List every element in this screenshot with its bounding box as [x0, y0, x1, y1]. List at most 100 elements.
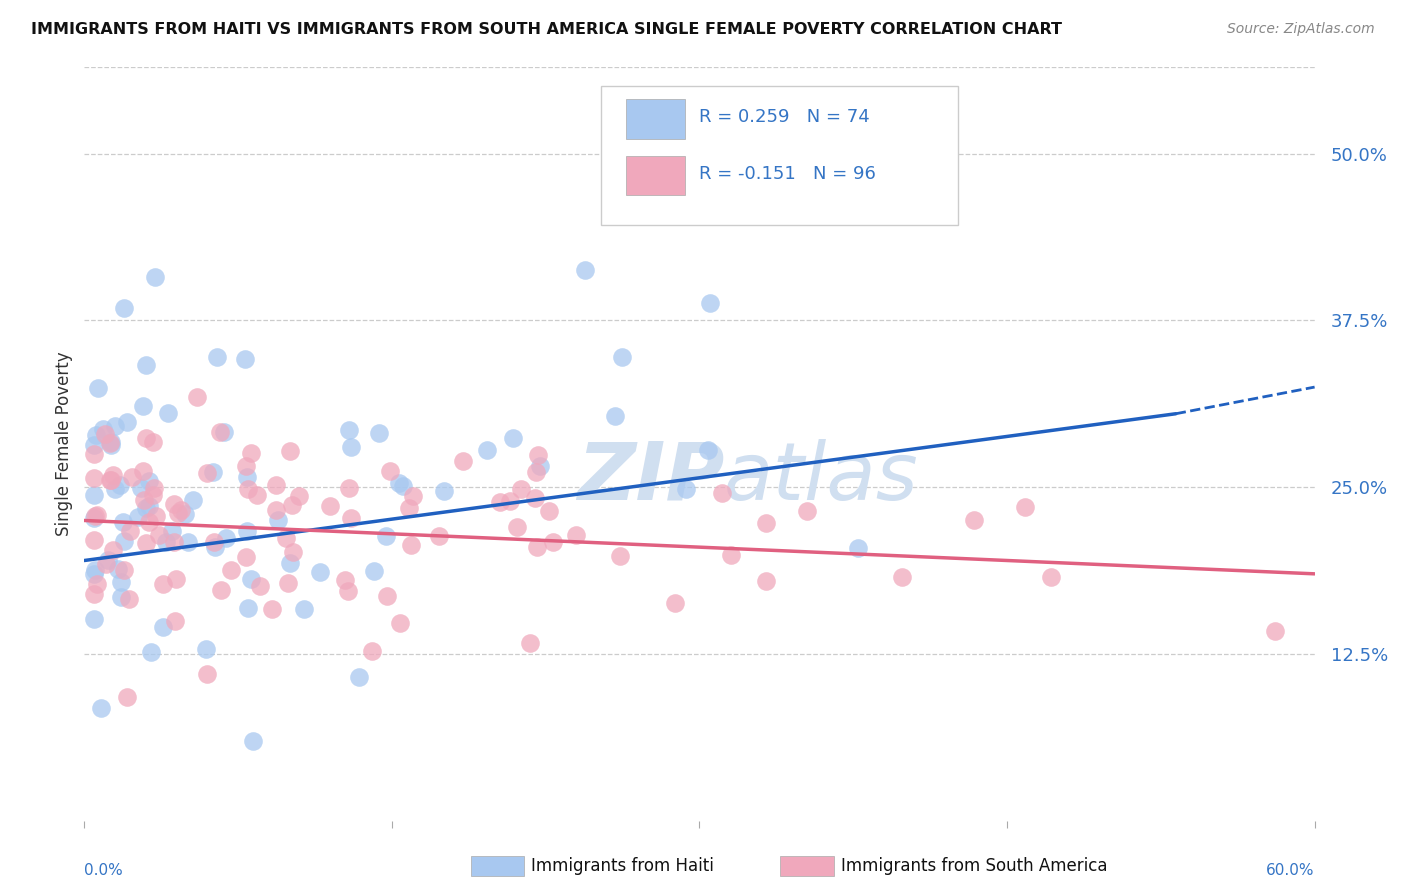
- Point: [214, 531, 236, 545]
- Point: [84, 563, 107, 577]
- Point: [212, 425, 235, 440]
- Point: [260, 601, 283, 615]
- Point: [112, 533, 135, 548]
- Point: [565, 528, 588, 542]
- Text: ZIP: ZIP: [576, 439, 724, 516]
- Point: [280, 498, 302, 512]
- Point: [170, 502, 193, 516]
- Point: [138, 515, 160, 529]
- Point: [319, 499, 342, 513]
- Point: [524, 465, 547, 479]
- Point: [755, 574, 778, 588]
- FancyBboxPatch shape: [626, 99, 685, 138]
- Point: [502, 431, 524, 445]
- Point: [86, 577, 108, 591]
- Point: [143, 269, 166, 284]
- Point: [86, 428, 108, 442]
- Point: [98, 436, 121, 450]
- Point: [108, 478, 131, 492]
- Point: [174, 507, 197, 521]
- Point: [337, 584, 360, 599]
- Point: [246, 488, 269, 502]
- Point: [101, 543, 124, 558]
- Point: [233, 352, 256, 367]
- Point: [195, 666, 218, 681]
- Point: [100, 438, 122, 452]
- Point: [266, 503, 288, 517]
- Point: [527, 448, 550, 462]
- Point: [278, 556, 301, 570]
- Point: [166, 506, 188, 520]
- Point: [110, 591, 132, 605]
- Point: [142, 488, 165, 502]
- Point: [720, 548, 742, 562]
- Point: [115, 415, 138, 429]
- Point: [112, 301, 135, 315]
- Text: Source: ZipAtlas.com: Source: ZipAtlas.com: [1227, 22, 1375, 37]
- Point: [796, 504, 818, 518]
- Point: [398, 501, 420, 516]
- Point: [142, 434, 165, 449]
- Text: IMMIGRANTS FROM HAITI VS IMMIGRANTS FROM SOUTH AMERICA SINGLE FEMALE POVERTY COR: IMMIGRANTS FROM HAITI VS IMMIGRANTS FROM…: [31, 22, 1062, 37]
- Point: [138, 500, 160, 514]
- Text: R = -0.151   N = 96: R = -0.151 N = 96: [700, 165, 876, 183]
- Point: [94, 557, 117, 571]
- Point: [205, 350, 228, 364]
- Point: [155, 535, 177, 549]
- Point: [402, 489, 425, 503]
- Point: [891, 570, 914, 584]
- Point: [451, 454, 474, 468]
- Point: [529, 459, 551, 474]
- Point: [138, 474, 160, 488]
- Point: [274, 531, 297, 545]
- Point: [848, 541, 870, 556]
- Point: [664, 596, 686, 610]
- Point: [375, 589, 398, 603]
- Point: [100, 473, 122, 487]
- Point: [84, 509, 107, 524]
- Point: [489, 495, 512, 509]
- Point: [240, 572, 263, 586]
- Point: [368, 425, 391, 440]
- Point: [240, 446, 263, 460]
- Point: [264, 478, 287, 492]
- Point: [104, 482, 127, 496]
- Text: R = 0.259   N = 74: R = 0.259 N = 74: [700, 109, 870, 127]
- Point: [83, 612, 105, 626]
- Point: [83, 471, 105, 485]
- Point: [90, 701, 112, 715]
- Point: [139, 645, 162, 659]
- Point: [574, 263, 596, 277]
- Point: [83, 587, 105, 601]
- Point: [83, 533, 105, 548]
- Point: [755, 516, 778, 530]
- Point: [392, 479, 415, 493]
- Point: [202, 465, 225, 479]
- Point: [110, 575, 132, 590]
- Point: [100, 434, 122, 449]
- Point: [129, 481, 152, 495]
- Point: [236, 524, 259, 539]
- Point: [162, 497, 184, 511]
- Point: [610, 350, 633, 364]
- Point: [94, 427, 117, 442]
- Point: [83, 566, 105, 581]
- Point: [121, 469, 143, 483]
- Point: [388, 616, 411, 631]
- Point: [83, 511, 105, 525]
- Point: [340, 511, 363, 525]
- Point: [697, 443, 720, 458]
- Point: [104, 419, 127, 434]
- Point: [335, 574, 357, 588]
- Text: 60.0%: 60.0%: [1267, 863, 1315, 879]
- Point: [337, 481, 360, 495]
- Point: [195, 466, 218, 480]
- Point: [499, 494, 522, 508]
- Y-axis label: Single Female Poverty: Single Female Poverty: [55, 351, 73, 536]
- Point: [710, 485, 733, 500]
- Point: [277, 576, 299, 591]
- Point: [162, 524, 184, 538]
- Point: [605, 409, 627, 424]
- Point: [83, 488, 105, 502]
- Point: [236, 469, 259, 483]
